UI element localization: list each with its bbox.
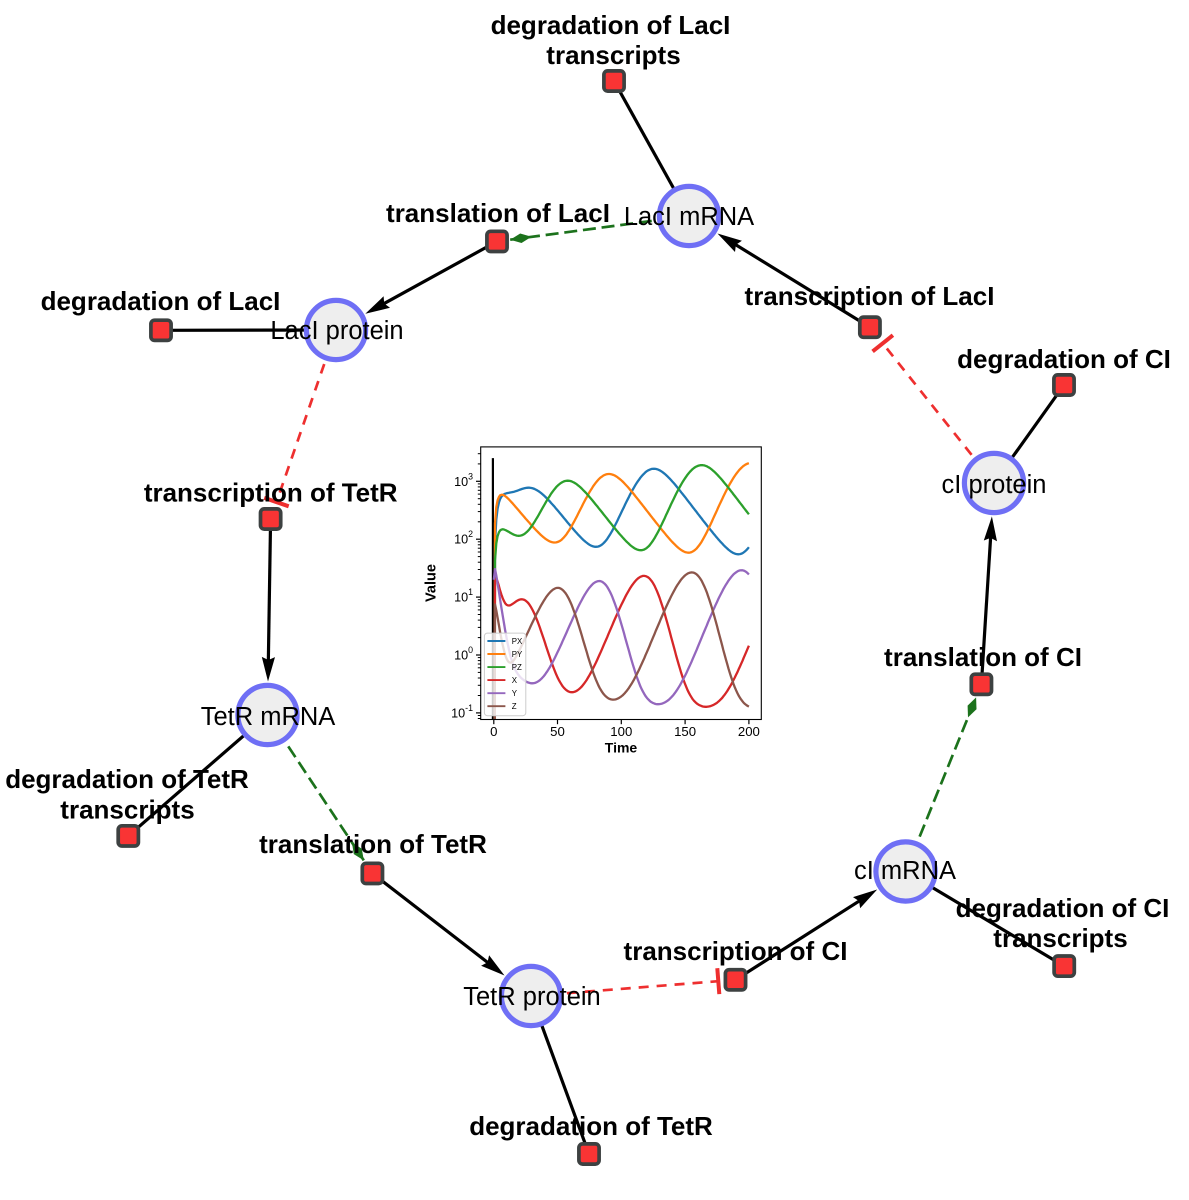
svg-text:X: X (512, 676, 518, 685)
svg-text:100: 100 (610, 724, 632, 739)
svg-text:transcription of LacI: transcription of LacI (745, 281, 995, 311)
svg-text:degradation of LacI: degradation of LacI (491, 10, 731, 40)
svg-text:translation of TetR: translation of TetR (259, 829, 487, 859)
svg-text:translation of CI: translation of CI (884, 642, 1082, 672)
svg-text:transcription of CI: transcription of CI (624, 936, 848, 966)
svg-text:PY: PY (512, 650, 523, 659)
svg-text:LacI protein: LacI protein (270, 317, 403, 345)
svg-text:Z: Z (512, 702, 517, 711)
svg-text:0: 0 (490, 724, 497, 739)
svg-text:cI mRNA: cI mRNA (854, 857, 956, 885)
svg-text:degradation of TetR: degradation of TetR (469, 1111, 713, 1141)
svg-text:transcripts: transcripts (60, 795, 194, 825)
svg-text:Y: Y (512, 689, 518, 698)
svg-text:transcripts: transcripts (993, 923, 1127, 953)
svg-text:101: 101 (454, 587, 473, 605)
svg-text:103: 103 (454, 471, 473, 489)
svg-text:TetR mRNA: TetR mRNA (201, 703, 336, 731)
svg-text:degradation of CI: degradation of CI (957, 344, 1171, 374)
svg-text:10-1: 10-1 (451, 703, 473, 721)
svg-text:100: 100 (454, 645, 473, 663)
svg-text:50: 50 (550, 724, 565, 739)
svg-text:200: 200 (738, 724, 760, 739)
svg-text:degradation of CI: degradation of CI (956, 893, 1170, 923)
svg-text:TetR protein: TetR protein (463, 983, 601, 1011)
svg-text:transcripts: transcripts (546, 40, 680, 70)
svg-text:Time: Time (605, 740, 638, 756)
svg-text:102: 102 (454, 529, 473, 547)
svg-text:LacI mRNA: LacI mRNA (624, 203, 754, 231)
svg-text:PZ: PZ (512, 663, 522, 672)
svg-text:degradation of TetR: degradation of TetR (5, 764, 249, 794)
svg-text:translation of LacI: translation of LacI (386, 198, 610, 228)
svg-text:Value: Value (424, 564, 440, 602)
svg-text:cI protein: cI protein (942, 471, 1047, 499)
svg-text:150: 150 (674, 724, 696, 739)
svg-text:degradation of LacI: degradation of LacI (41, 286, 281, 316)
svg-text:transcription of TetR: transcription of TetR (144, 478, 398, 508)
svg-text:PX: PX (512, 637, 523, 646)
